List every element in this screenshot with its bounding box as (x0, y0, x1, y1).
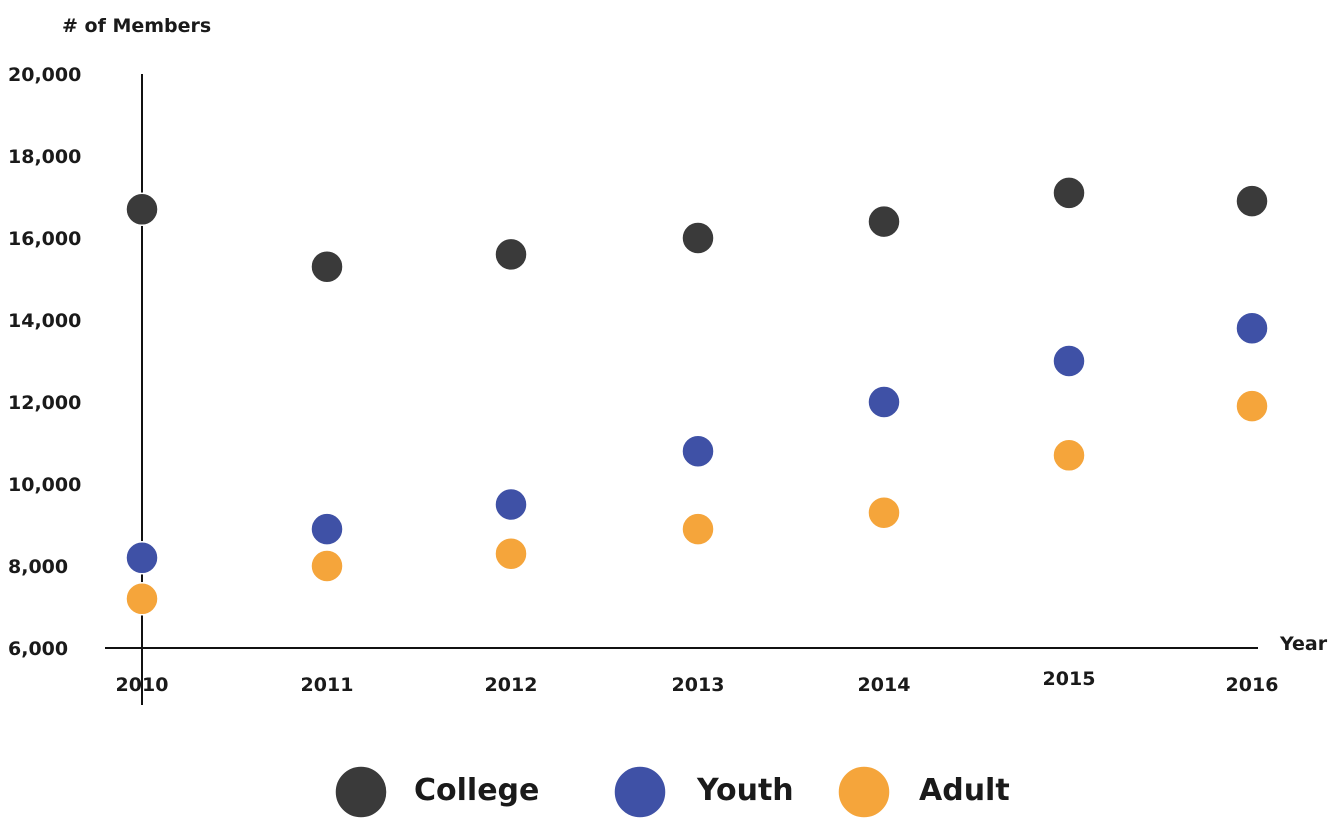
y-tick-label: 18,000 (8, 146, 81, 168)
y-tick-label: 16,000 (8, 228, 81, 250)
y-axis-title: # of Members (62, 15, 211, 37)
x-tick-labels: 2010 2011 2012 2013 2014 2015 2016 (116, 668, 1279, 696)
data-point-college (681, 221, 715, 255)
x-tick-label: 2012 (485, 674, 538, 696)
y-tick-label: 6,000 (8, 638, 68, 660)
legend-item-youth: Youth (613, 765, 794, 819)
y-tick-label: 20,000 (8, 64, 81, 86)
x-tick-label: 2015 (1043, 668, 1096, 690)
y-tick-label: 12,000 (8, 392, 81, 414)
data-points (125, 176, 1269, 616)
x-tick-label: 2014 (858, 674, 911, 696)
series-youth (125, 311, 1269, 575)
data-point-college (1235, 184, 1269, 218)
data-point-youth (494, 487, 528, 522)
data-point-adult (681, 512, 715, 546)
data-point-youth (125, 541, 159, 575)
data-point-adult (125, 582, 159, 616)
legend-label-adult: Adult (919, 773, 1010, 808)
data-point-college (310, 249, 344, 284)
legend-marker-college (334, 765, 388, 819)
data-point-college (494, 237, 528, 272)
data-point-youth (1052, 344, 1086, 378)
legend-marker-youth (613, 765, 667, 819)
legend-label-youth: Youth (696, 773, 794, 808)
x-tick-label: 2013 (672, 674, 725, 696)
legend-label-college: College (414, 773, 539, 808)
x-tick-label: 2011 (301, 674, 354, 696)
data-point-college (867, 204, 901, 239)
x-axis-title: Year (1279, 633, 1328, 655)
data-point-adult (494, 536, 528, 571)
data-point-adult (867, 495, 901, 530)
x-tick-label: 2016 (1226, 674, 1279, 696)
axes: # of Members Year (62, 15, 1328, 705)
series-adult (125, 389, 1269, 616)
legend: College Youth Adult (334, 765, 1010, 819)
legend-item-adult: Adult (837, 765, 1010, 819)
data-point-youth (867, 385, 901, 419)
data-point-youth (681, 434, 715, 468)
x-tick-label: 2010 (116, 674, 169, 696)
legend-item-college: College (334, 765, 539, 819)
data-point-adult (310, 549, 344, 583)
y-tick-label: 8,000 (8, 556, 68, 578)
y-tick-label: 14,000 (8, 310, 81, 332)
y-tick-label: 10,000 (8, 474, 81, 496)
legend-marker-adult (837, 765, 891, 819)
data-point-youth (1235, 311, 1269, 345)
data-point-adult (1052, 438, 1086, 473)
data-point-college (1052, 176, 1086, 210)
series-college (125, 176, 1269, 284)
y-tick-labels: 6,000 8,000 10,000 12,000 14,000 16,000 18,000… (8, 64, 81, 660)
data-point-college (125, 192, 159, 227)
data-point-youth (310, 512, 344, 546)
data-point-adult (1235, 389, 1269, 423)
